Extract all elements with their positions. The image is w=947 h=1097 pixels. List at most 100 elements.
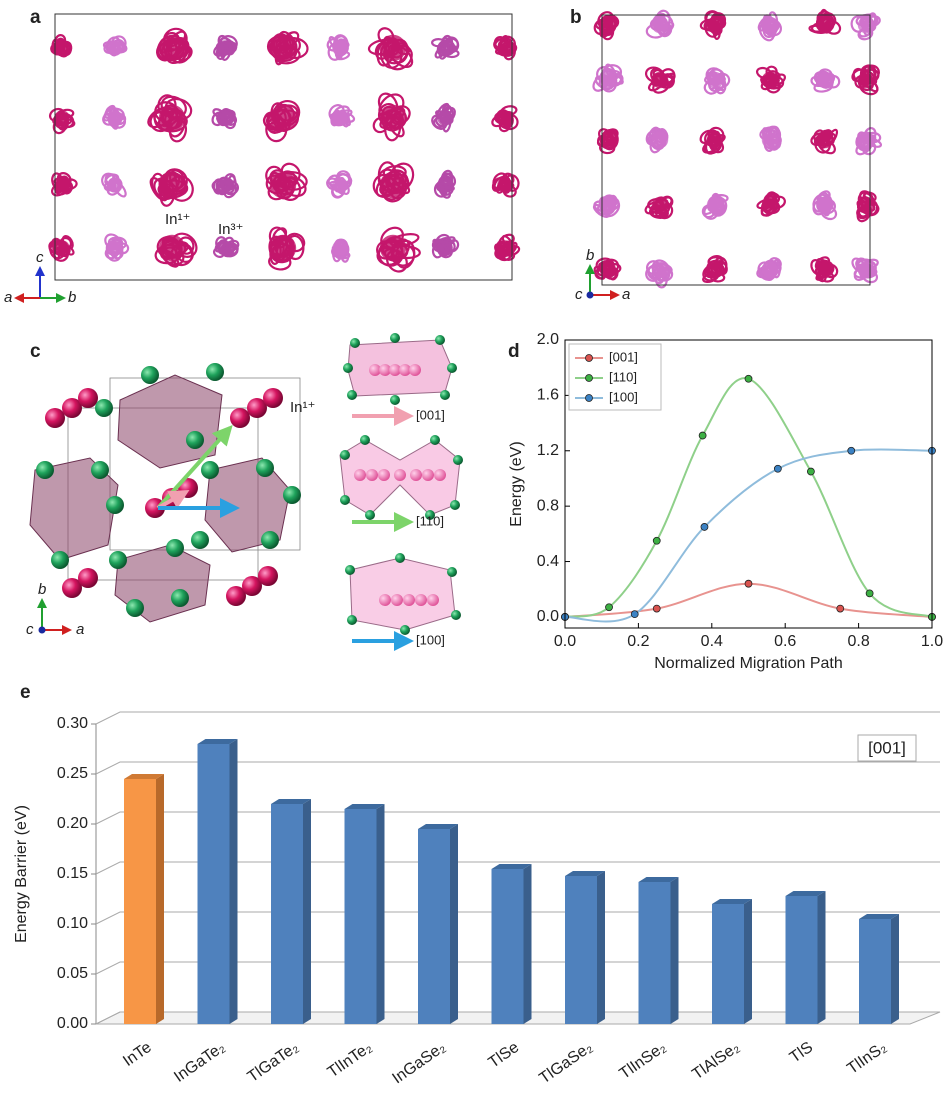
frame [602,15,870,285]
bar [418,829,450,1024]
axis-name: b [38,581,46,598]
y-tick-label: 1.6 [537,387,559,404]
direction-label: [110] [416,513,444,528]
y-tick-label: 0.8 [537,497,559,514]
trajectory-core [107,40,122,55]
trajectory-core [652,197,669,214]
y-axis-label: Energy Barrier (eV) [13,805,30,943]
x-tick-label: 1.0 [921,633,943,650]
y-tick-label: 0.20 [57,815,88,832]
bar-side [156,774,164,1024]
trajectory-core [380,172,406,198]
trajectory-core [858,197,875,214]
x-tick-label: 0.0 [554,633,576,650]
trajectory-core [858,262,875,279]
trajectory-core [817,17,834,34]
bar-side [524,864,532,1024]
trajectory-core [107,110,122,125]
axis-name: b [586,247,594,264]
y-tick-label: 0.30 [57,715,88,732]
trajectory-core [858,72,875,89]
bar-side [377,804,385,1024]
trajectory-core [159,105,185,131]
trajectory-core [332,40,347,55]
trajectory-core [652,72,669,89]
y-tick-label: 0.10 [57,915,88,932]
x-tick-label: TlInS₂ [844,1039,889,1078]
trajectory-core [270,35,296,61]
trajectory-core [217,110,232,125]
axis-name: c [36,249,44,266]
data-point [653,537,660,544]
bar [712,904,744,1024]
trajectory-core [858,132,875,149]
data-point [701,523,708,530]
trajectory-core [707,17,724,34]
direction-label: [100] [416,632,445,647]
x-tick-label: InTe [120,1039,155,1070]
panel-label: d [508,341,520,362]
trajectory-core [707,72,724,89]
trajectory-core [54,110,69,125]
legend-marker [586,355,593,362]
ion-label: In³⁺ [218,221,243,238]
panel-label: c [30,341,41,362]
panel-label: b [570,7,582,28]
bar-side [671,877,679,1024]
x-tick-label: 0.2 [627,633,649,650]
bar [859,919,891,1024]
axis-name: a [76,621,84,638]
trajectory-core [707,132,724,149]
trajectory-core [217,240,232,255]
data-point [699,432,706,439]
data-point [745,580,752,587]
legend-label: [001] [609,349,638,364]
ion-label: In¹⁺ [290,399,315,416]
trajectory-core [652,262,669,279]
trajectory-core [217,40,232,55]
direction-label: [001] [416,407,445,422]
data-point [848,447,855,454]
axis-name: a [622,286,630,303]
axis-name: c [575,286,583,303]
figure: a In¹⁺ In³⁺ c a b b b c a c [0,0,947,1092]
x-tick-label: InGaSe₂ [389,1039,448,1088]
trajectory-core [762,262,779,279]
trajectory-core [380,35,406,61]
trajectory-core [107,240,122,255]
data-point [774,465,781,472]
data-point [631,611,638,618]
annotation: [001] [868,738,906,757]
bar-side [303,799,311,1024]
x-tick-label: TlS [787,1039,816,1067]
x-tick-label: TlGaTe₂ [245,1039,302,1086]
panel-label: e [20,682,31,703]
trajectory-core [437,110,452,125]
trajectory-core [707,197,724,214]
bar-side [891,914,899,1024]
data-point [807,468,814,475]
y-tick-label: 0.0 [537,608,559,625]
trajectory-core [54,240,69,255]
panel-label: a [30,7,41,28]
bar [271,804,303,1024]
bar [565,876,597,1024]
trajectory-core [817,72,834,89]
trajectory-core [270,105,296,131]
data-point [606,604,613,611]
bar-side [818,891,826,1024]
trajectory-core [54,177,69,192]
trajectory-core [762,197,779,214]
bar [124,779,156,1024]
y-tick-label: 0.4 [537,553,559,570]
trajectory-core [707,262,724,279]
axis-name: c [26,621,34,638]
x-axis-label: Normalized Migration Path [654,655,843,672]
trajectory-core [437,177,452,192]
trajectory-core [217,177,232,192]
axis-triad: c a b [4,249,76,306]
legend-label: [100] [609,389,638,404]
legend-marker [586,395,593,402]
y-tick-label: 0.15 [57,865,88,882]
trajectory-core [817,262,834,279]
